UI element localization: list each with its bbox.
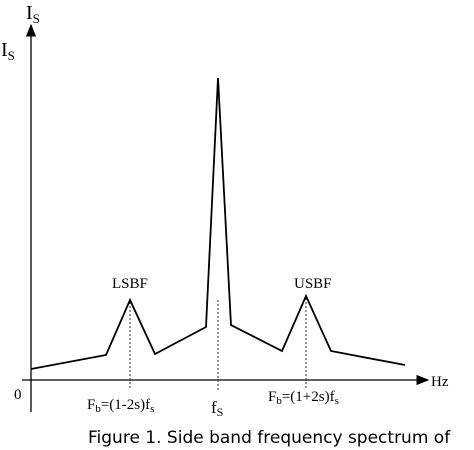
usbf-frequency-label: Fb=(1+2s)fs (268, 389, 339, 407)
y-axis-label-top: IS (26, 2, 40, 26)
figure-caption: Figure 1. Side band frequency spectrum o… (88, 428, 451, 448)
x-axis-label: Hz (431, 374, 449, 390)
spectrum-curve (30, 77, 406, 370)
origin-label: 0 (14, 387, 22, 403)
y-axis-label-side: IS (1, 39, 15, 63)
lsbf-label: LSBF (112, 276, 148, 292)
lsbf-frequency-label: Fb=(1-2s)fs (87, 397, 154, 415)
fs-label: fS (211, 398, 223, 419)
usbf-label: USBF (294, 276, 332, 292)
